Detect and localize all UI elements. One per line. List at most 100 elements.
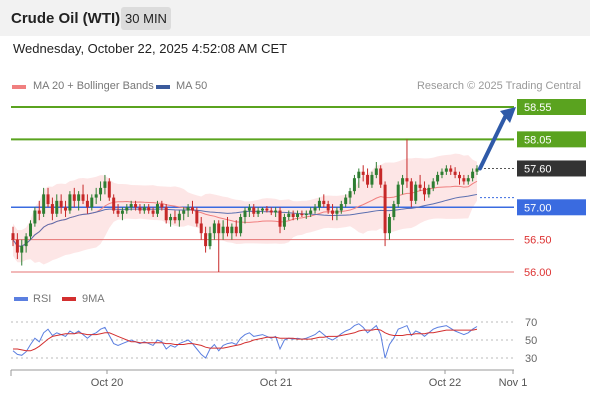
candle-body <box>278 210 282 227</box>
candle-body <box>339 204 343 211</box>
candle-body <box>326 204 330 211</box>
candle-body <box>217 223 221 234</box>
candle-body <box>243 210 247 217</box>
candle-body <box>466 178 470 182</box>
candle-body <box>77 194 81 201</box>
candle-body <box>195 210 199 224</box>
candle-body <box>392 204 396 217</box>
candle-body <box>190 207 194 211</box>
level-label: 58.55 <box>524 102 552 114</box>
forecast-arrow-head <box>500 107 516 123</box>
candle-body <box>418 184 422 188</box>
candle-body <box>112 197 116 211</box>
candle-body <box>300 213 304 216</box>
rsi-tick-label: 70 <box>525 317 537 329</box>
candle-body <box>252 207 256 214</box>
candle-body <box>370 174 374 185</box>
candle-body <box>282 217 286 227</box>
candle-body <box>186 207 190 211</box>
candle-body <box>296 213 300 217</box>
candle-body <box>173 217 177 221</box>
candle-body <box>24 236 28 247</box>
candle-body <box>396 184 400 205</box>
candle-body <box>160 204 164 208</box>
research-credit: Research © 2025 Trading Central <box>416 80 581 92</box>
timeframe-button[interactable]: 30 MIN <box>121 7 171 30</box>
rsi-ma-legend-label: 9MA <box>82 293 105 305</box>
pivot-label-bg <box>517 199 586 216</box>
candle-body <box>208 233 212 247</box>
candle-body <box>103 181 107 188</box>
candle-body <box>269 210 273 213</box>
ma20-legend-label: MA 20 + Bollinger Bands <box>33 80 154 92</box>
candle-body <box>401 178 405 185</box>
candle-body <box>313 207 317 211</box>
x-axis-tick-label: Oct 21 <box>260 377 292 389</box>
candle-body <box>20 246 24 253</box>
candle-body <box>225 226 229 234</box>
candle-body <box>462 178 466 182</box>
candle-body <box>414 184 418 201</box>
candle-body <box>59 200 63 208</box>
candle-body <box>457 174 461 179</box>
candle-body <box>37 210 41 214</box>
candle-body <box>405 178 409 182</box>
candle-body <box>256 210 260 214</box>
candle-body <box>335 210 339 214</box>
candle-body <box>147 207 151 211</box>
level-label-bg <box>517 99 586 115</box>
candle-body <box>85 200 89 208</box>
candle-body <box>182 210 186 214</box>
candle-body <box>116 210 120 214</box>
level-label-bg <box>517 131 586 148</box>
candle-body <box>436 174 440 182</box>
candle-body <box>427 187 431 195</box>
candle-body <box>155 204 159 214</box>
last-price-label: 57.60 <box>524 163 552 175</box>
candle-body <box>221 226 225 234</box>
candle-body <box>348 191 352 198</box>
candle-body <box>274 210 278 213</box>
candle-body <box>317 200 321 208</box>
candle-body <box>64 207 68 211</box>
candle-body <box>322 200 326 205</box>
candle-body <box>99 187 103 195</box>
candle-body <box>94 194 98 198</box>
candle-body <box>366 174 370 185</box>
candle-body <box>387 217 391 234</box>
datetime-label: Wednesday, October 22, 2025 4:52:08 AM C… <box>13 41 288 56</box>
rsi-tick-label: 30 <box>525 353 537 365</box>
candle-body <box>68 194 72 211</box>
candle-body <box>383 184 387 234</box>
candle-body <box>230 226 234 234</box>
header-bar: Crude Oil (WTI) 30 MIN <box>0 0 590 36</box>
candle-body <box>142 207 146 211</box>
candle-body <box>138 207 142 211</box>
candle-body <box>352 178 356 192</box>
candle-body <box>55 200 59 214</box>
x-axis-tick-label: Nov 1 <box>499 377 528 389</box>
candle-body <box>125 207 129 211</box>
candle-body <box>33 210 37 224</box>
candle-body <box>247 207 251 211</box>
candle-body <box>471 171 475 179</box>
rsi-legend-swatch <box>14 297 28 301</box>
ma50-legend-label: MA 50 <box>176 80 208 92</box>
candle-body <box>90 197 94 208</box>
ma20-legend-swatch <box>12 85 26 89</box>
candle-body <box>134 204 138 208</box>
candle-body <box>374 168 378 175</box>
candle-body <box>453 171 457 175</box>
candle-body <box>440 171 444 175</box>
ma50-legend-swatch <box>156 85 170 89</box>
rsi-tick-label: 50 <box>525 335 537 347</box>
instrument-title: Crude Oil (WTI) <box>11 10 121 27</box>
rsi-line <box>12 323 478 359</box>
candle-body <box>475 168 479 172</box>
x-axis-tick-label: Oct 20 <box>91 377 123 389</box>
rsi-ma-line <box>13 328 478 352</box>
candle-body <box>11 233 15 240</box>
candle-body <box>287 213 291 217</box>
candle-body <box>304 213 308 216</box>
